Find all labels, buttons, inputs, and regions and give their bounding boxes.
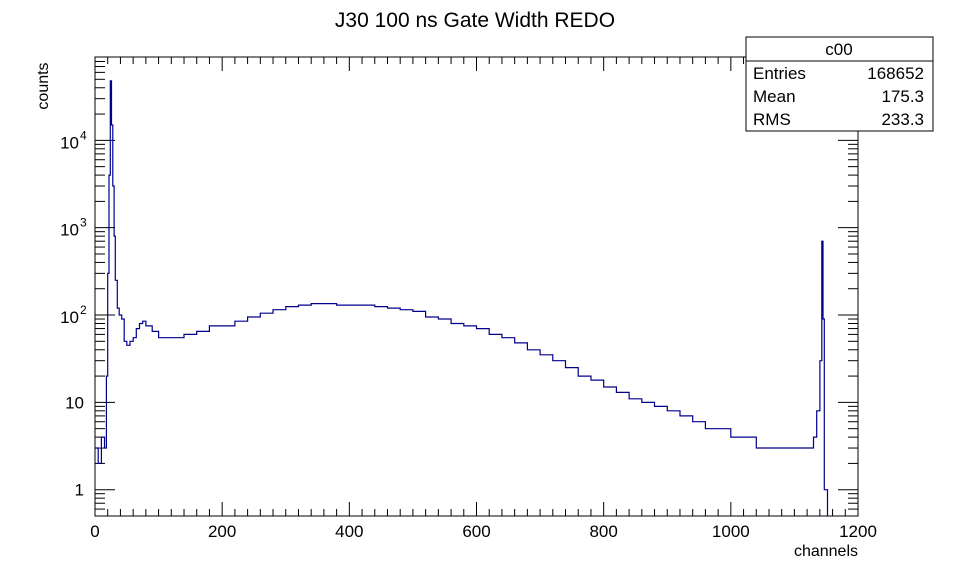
x-tick-label: 200 <box>208 522 236 541</box>
y-tick-label: 10 <box>65 393 84 412</box>
y-tick-label: 10 <box>60 308 79 327</box>
y-tick-exponent: 4 <box>80 128 87 142</box>
y-tick-label: 1 <box>75 481 84 500</box>
x-axis-label: channels <box>794 543 858 560</box>
y-tick-exponent: 3 <box>80 216 87 230</box>
y-tick-label: 10 <box>60 133 79 152</box>
stats-value-entries: 168652 <box>867 64 924 83</box>
stats-label-rms: RMS <box>753 110 791 129</box>
x-tick-label: 1200 <box>839 522 877 541</box>
stats-value-rms: 233.3 <box>881 110 924 129</box>
chart-title: J30 100 ns Gate Width REDO <box>335 9 615 32</box>
y-tick-label: 10 <box>60 221 79 240</box>
stats-box-title: c00 <box>825 40 852 59</box>
x-tick-label: 600 <box>462 522 490 541</box>
x-tick-label: 800 <box>589 522 617 541</box>
y-tick-exponent: 2 <box>80 303 87 317</box>
data-series-line <box>95 80 829 516</box>
y-axis-label: counts <box>35 62 52 109</box>
stats-label-entries: Entries <box>753 64 806 83</box>
x-tick-label: 0 <box>90 522 99 541</box>
stats-label-mean: Mean <box>753 87 796 106</box>
stats-value-mean: 175.3 <box>881 87 924 106</box>
x-tick-label: 400 <box>335 522 363 541</box>
stats-box-frame <box>745 36 934 132</box>
plot-frame <box>94 56 859 517</box>
x-tick-label: 1000 <box>712 522 750 541</box>
stats-box: c00 Entries 168652 Mean 175.3 RMS 233.3 <box>745 36 934 132</box>
